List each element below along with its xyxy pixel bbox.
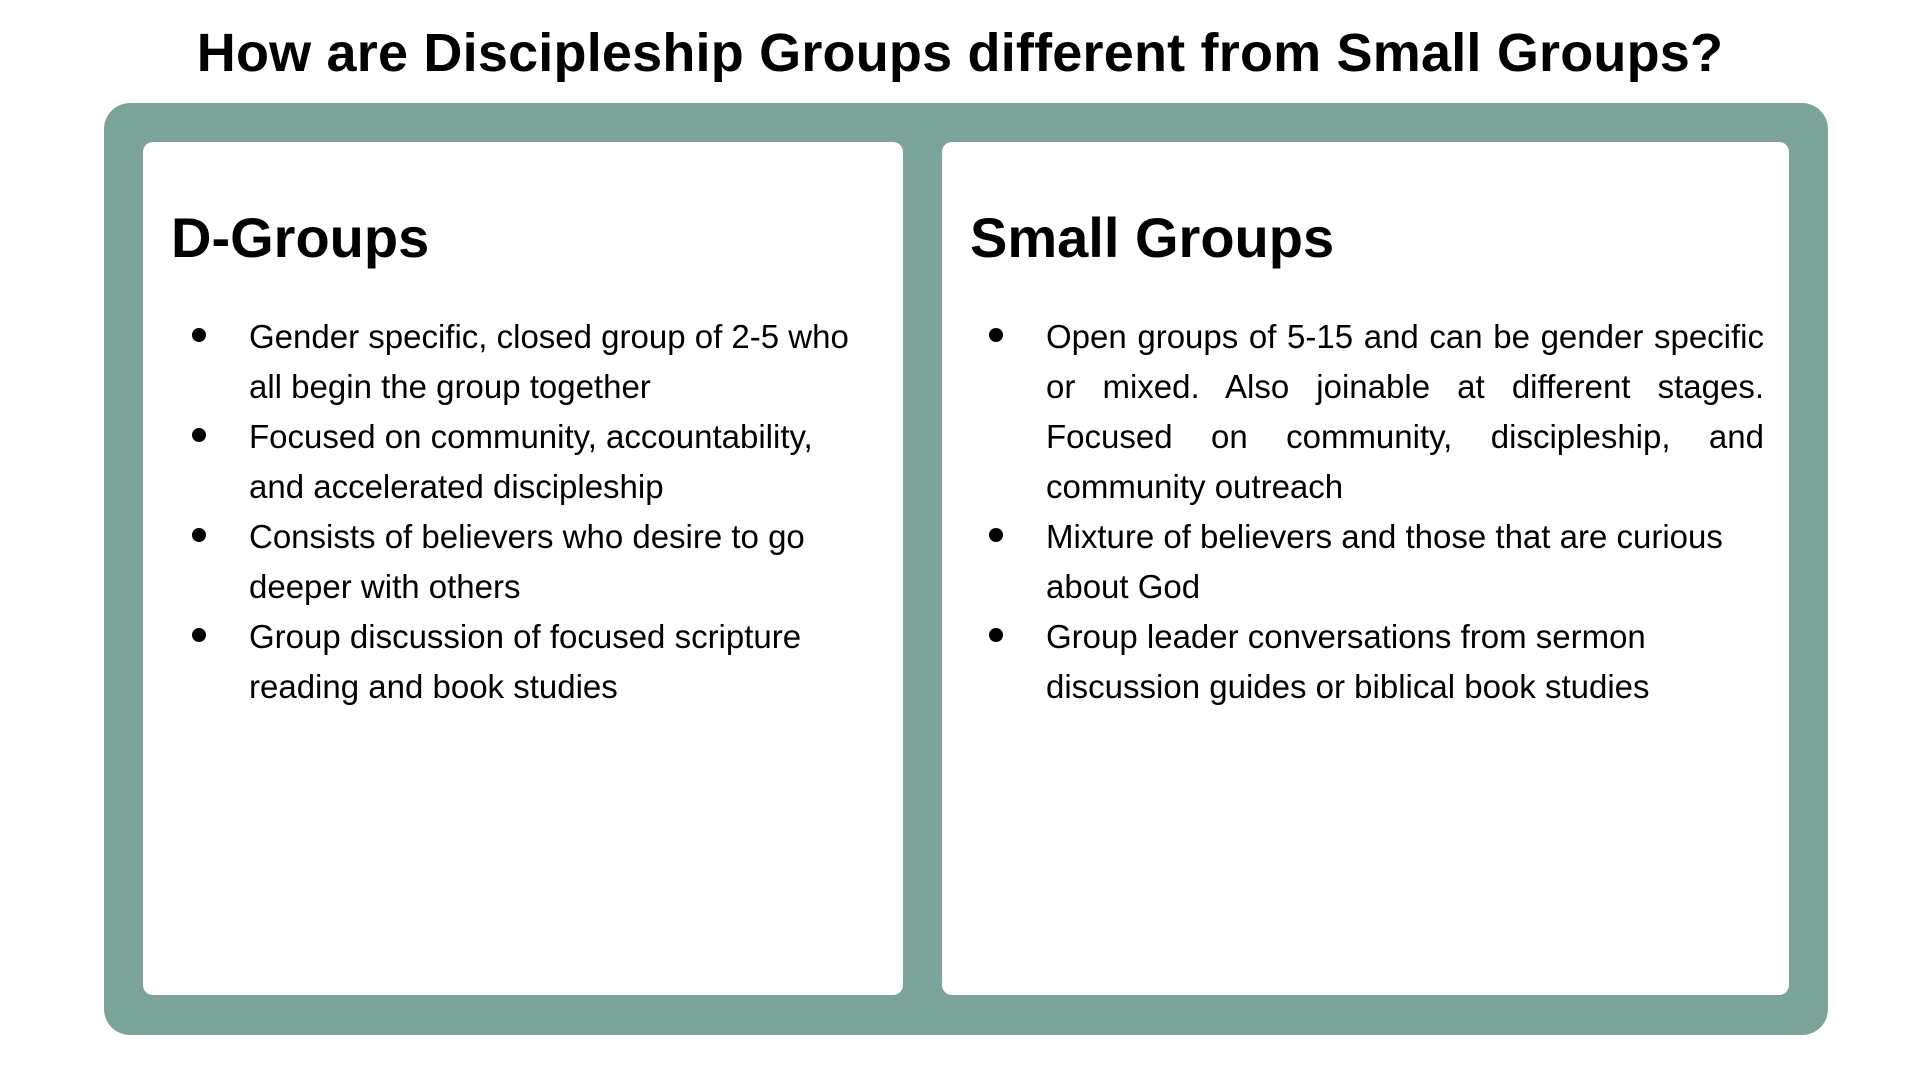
list-item: Consists of believers who desire to go d… [192,512,869,612]
bullet-icon [192,428,206,442]
small-groups-list: Open groups of 5-15 and can be gender sp… [989,312,1764,712]
list-item: Focused on community, accountability, an… [192,412,869,512]
list-item-text: Mixture of believers and those that are … [1046,518,1723,605]
bullet-icon [989,528,1003,542]
list-item-text: Gender specific, closed group of 2-5 who… [249,318,849,405]
list-item: Gender specific, closed group of 2-5 who… [192,312,869,412]
bullet-icon [192,528,206,542]
d-groups-list: Gender specific, closed group of 2-5 who… [192,312,869,712]
list-item: Group discussion of focused scripture re… [192,612,869,712]
page-title: How are Discipleship Groups different fr… [196,23,1724,83]
list-item-text: Group leader conversations from sermon d… [1046,618,1650,705]
bullet-icon [192,328,206,342]
d-groups-panel: D-Groups Gender specific, closed group o… [143,142,903,995]
list-item-text: Open groups of 5-15 and can be gender sp… [1046,318,1764,505]
list-item: Open groups of 5-15 and can be gender sp… [989,312,1764,512]
small-groups-heading: Small Groups [970,206,1335,269]
bullet-icon [989,628,1003,642]
bullet-icon [192,628,206,642]
list-item-text: Consists of believers who desire to go d… [249,518,805,605]
d-groups-heading: D-Groups [171,206,430,269]
small-groups-panel: Small Groups Open groups of 5-15 and can… [942,142,1789,995]
list-item-text: Group discussion of focused scripture re… [249,618,802,705]
list-item: Mixture of believers and those that are … [989,512,1764,612]
comparison-frame: D-Groups Gender specific, closed group o… [104,103,1828,1035]
bullet-icon [989,328,1003,342]
list-item: Group leader conversations from sermon d… [989,612,1764,712]
list-item-text: Focused on community, accountability, an… [249,418,813,505]
